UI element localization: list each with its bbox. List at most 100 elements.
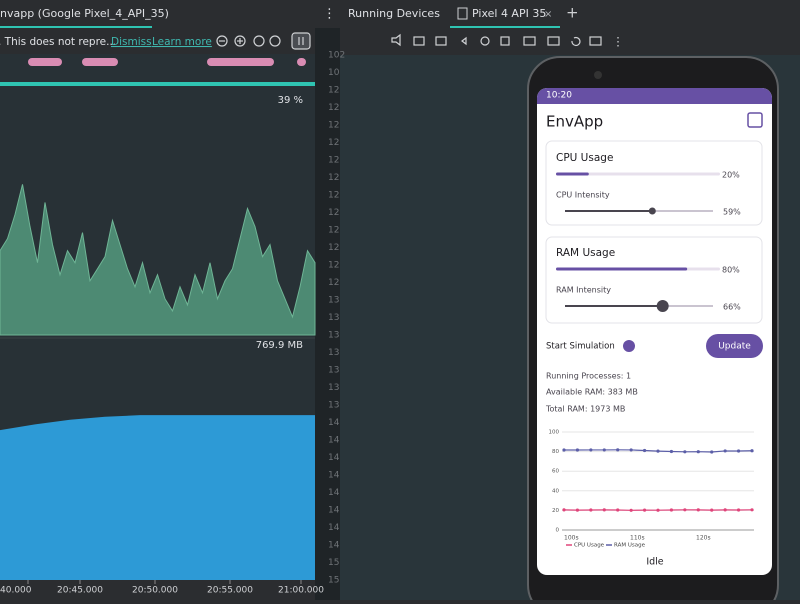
cpu-card-title: CPU Usage (556, 152, 613, 164)
line-number: 12 (328, 138, 339, 148)
series-point (710, 509, 713, 512)
memory-area (0, 415, 315, 580)
line-number: 12 (328, 156, 339, 166)
menu-icon[interactable]: ⋮ (323, 7, 336, 22)
line-number: 12 (328, 173, 339, 183)
series-point (697, 450, 700, 453)
available-ram: Available RAM: 383 MB (546, 388, 638, 397)
add-tab[interactable]: + (566, 4, 579, 22)
series-point (737, 449, 740, 452)
series-point (562, 508, 565, 511)
line-number: 14 (328, 541, 340, 551)
svg-text:⋮: ⋮ (612, 35, 624, 49)
cpu-intensity-label: CPU Intensity (556, 191, 610, 200)
series-point (630, 448, 633, 451)
line-number: 13 (328, 296, 339, 306)
session-line (0, 82, 315, 86)
slider-thumb (649, 208, 656, 215)
line-number: 12 (328, 86, 339, 96)
line-number: 14 (328, 488, 340, 498)
line-number: 12 (328, 208, 339, 218)
y-tick-label: 100 (549, 430, 560, 436)
y-tick-label: 40 (552, 488, 559, 494)
line-number: 12 (328, 243, 339, 253)
series-point (630, 509, 633, 512)
intensity-value: 59% (723, 208, 741, 217)
line-number: 13 (328, 366, 339, 376)
tab-underline (0, 26, 152, 28)
series-point (724, 449, 727, 452)
slider-active (565, 210, 652, 212)
start-simulation-label: Start Simulation (546, 342, 615, 352)
line-number: 102 (328, 51, 345, 61)
series-point (724, 508, 727, 511)
series-point (683, 450, 686, 453)
line-number: 14 (328, 418, 340, 428)
series-point (670, 450, 673, 453)
cpu-max-label: 39 % (278, 95, 303, 106)
profiler-tab[interactable]: nvapp (Google Pixel_4_API_35) (0, 7, 169, 20)
y-tick-label: 80 (552, 449, 559, 455)
line-number: 14 (328, 436, 340, 446)
series-point (589, 508, 592, 511)
device-tab[interactable]: Pixel 4 API 35 (472, 7, 546, 20)
simulation-switch[interactable] (623, 340, 635, 352)
line-number: 13 (328, 331, 339, 341)
line-number: 14 (328, 506, 340, 516)
series-point (576, 509, 579, 512)
series-point (576, 448, 579, 451)
dismiss-link[interactable]: Dismiss (111, 36, 152, 48)
device-tab-underline (450, 26, 560, 28)
line-number: 12 (328, 121, 339, 131)
intensity-value: 66% (723, 303, 741, 312)
series-point (643, 449, 646, 452)
line-number: 14 (328, 453, 340, 463)
slider-thumb (657, 300, 669, 312)
time-label: 40.000 (0, 586, 32, 596)
series-point (656, 450, 659, 453)
series-point (603, 448, 606, 451)
update-button-label[interactable]: Update (718, 342, 751, 352)
x-tick-label: 110s (630, 535, 645, 542)
y-tick-label: 20 (552, 508, 559, 514)
series-point (710, 450, 713, 453)
camera (594, 71, 602, 79)
running-devices-tab[interactable]: Running Devices (348, 7, 440, 20)
time-label: 20:50.000 (132, 586, 178, 596)
legend-label: CPU Usage (574, 543, 605, 549)
close-tab[interactable]: × (544, 9, 552, 20)
status-bar (537, 88, 772, 104)
y-tick-label: 60 (552, 469, 559, 475)
series-point (683, 508, 686, 511)
line-number: 12 (328, 226, 339, 236)
line-number: 13 (328, 383, 339, 393)
y-tick-label: 0 (556, 528, 560, 534)
line-number: 13 (328, 313, 339, 323)
app-title: EnvApp (546, 113, 603, 131)
line-number: 15 (328, 576, 339, 586)
slider-active (565, 305, 663, 307)
total-ram: Total RAM: 1973 MB (545, 405, 625, 414)
series-point (562, 448, 565, 451)
time-label: 20:45.000 (57, 586, 103, 596)
line-number: 12 (328, 103, 339, 113)
device-toolbar (340, 28, 800, 55)
line-number: 13 (328, 401, 339, 411)
series-point (737, 508, 740, 511)
series-point (616, 448, 619, 451)
line-number: 15 (328, 558, 339, 568)
legend-label: RAM Usage (614, 543, 646, 549)
series-point (643, 509, 646, 512)
line-number: 12 (328, 278, 339, 288)
time-label: 21:00.000 (278, 586, 324, 596)
series-point (750, 508, 753, 511)
ram-card-title: RAM Usage (556, 247, 615, 259)
series-point (603, 508, 606, 511)
line-number: 12 (328, 261, 339, 271)
learn-more-link[interactable]: Learn more (152, 36, 212, 48)
memory-max-label: 769.9 MB (256, 340, 303, 351)
line-number: 10 (328, 68, 340, 78)
time-label: 20:55.000 (207, 586, 253, 596)
